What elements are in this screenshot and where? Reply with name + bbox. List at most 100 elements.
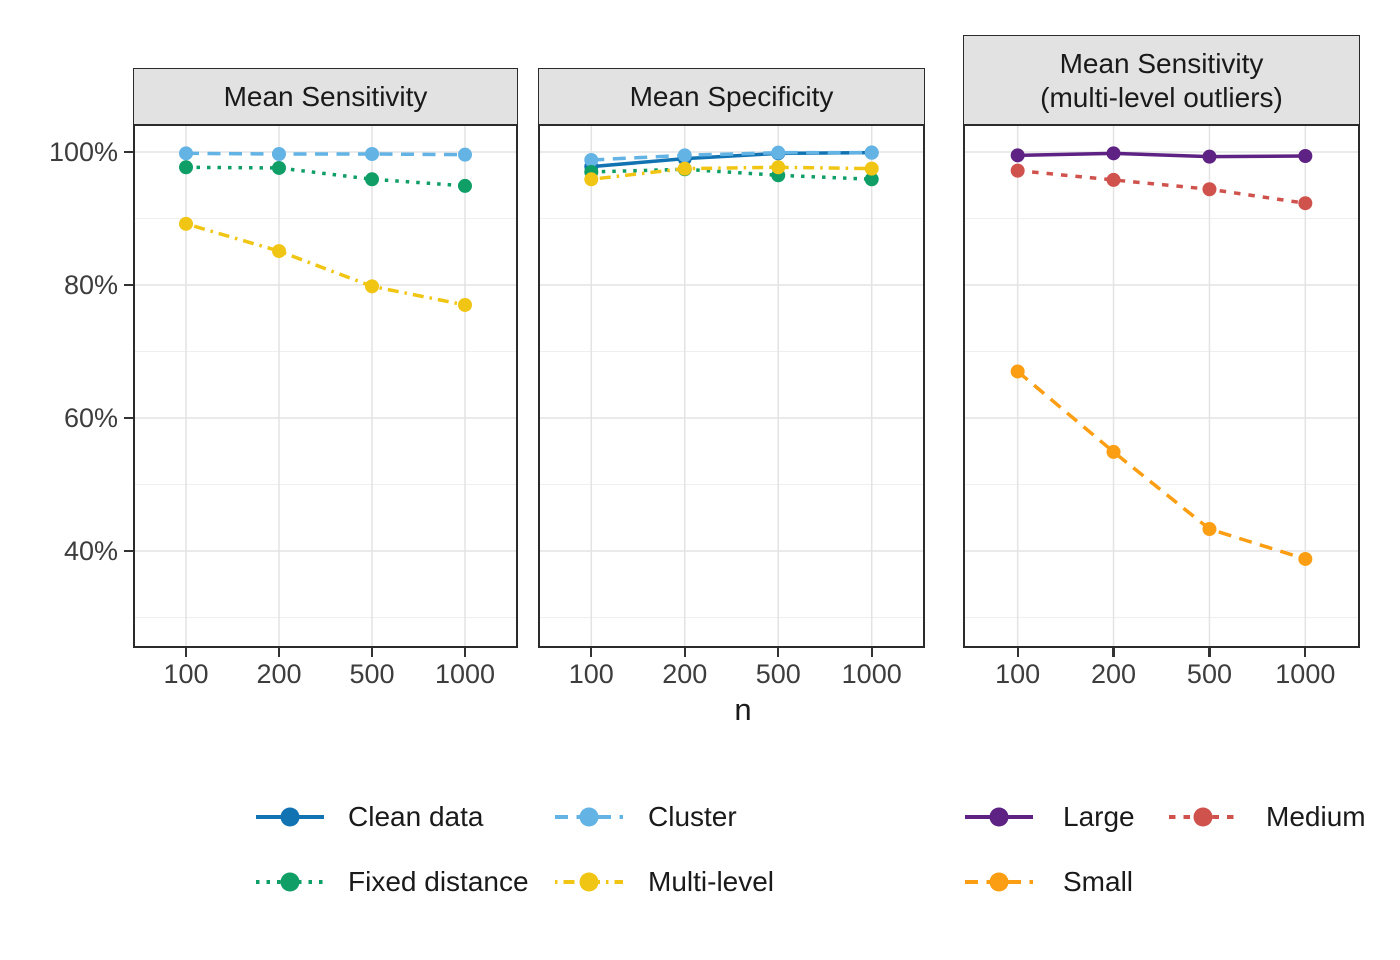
legend-label-small: Small xyxy=(1063,866,1134,897)
series-medium-point xyxy=(1298,196,1313,211)
series-small-point xyxy=(1106,444,1121,459)
x-tick-mark xyxy=(683,648,686,657)
series-large-point xyxy=(1010,148,1025,163)
facet-title-line: Mean Specificity xyxy=(629,81,834,113)
x-tick-mark xyxy=(777,648,780,657)
x-tick-label: 200 xyxy=(662,659,708,689)
series-multi_level-point xyxy=(584,172,599,187)
series-clean_data-line xyxy=(591,150,872,169)
series-cluster-point xyxy=(179,146,194,161)
series-multi_level-point xyxy=(271,244,286,259)
legend-key-point xyxy=(989,807,1009,827)
legend-key-fixed_distance xyxy=(256,872,324,892)
series-fixed_distance-point xyxy=(457,178,472,193)
legend-label-multi_level: Multi-level xyxy=(648,866,775,897)
series-fixed_distance-point xyxy=(864,172,879,187)
series-large-point xyxy=(1298,148,1313,163)
series-multi_level-point xyxy=(179,216,194,231)
x-tick-mark xyxy=(463,648,467,657)
legend-key-point xyxy=(1193,807,1213,827)
legend-label-fixed_distance: Fixed distance xyxy=(348,866,529,897)
series-cluster-point xyxy=(864,145,879,160)
x-tick-label: 500 xyxy=(349,659,395,689)
legend-key-medium xyxy=(1169,807,1237,827)
x-tick-mark xyxy=(1016,648,1019,657)
facet-title-line: (multi-level outliers) xyxy=(1040,81,1283,113)
series-cluster-line xyxy=(591,150,872,162)
y-tick-label: 80% xyxy=(63,270,118,300)
x-tick-mark xyxy=(184,648,188,657)
series-multi_level-point xyxy=(864,161,879,176)
legend-label-medium: Medium xyxy=(1266,801,1366,832)
series-multi_level-point xyxy=(457,297,472,312)
series-fixed_distance-line xyxy=(591,167,872,182)
x-tick-label: 100 xyxy=(568,659,614,689)
facet-strip: Mean Sensitivity xyxy=(133,68,518,126)
series-large-point xyxy=(1106,146,1121,161)
legend-key-large xyxy=(965,807,1033,827)
x-tick-label: 1000 xyxy=(434,659,496,689)
facet-strip: Mean Sensitivity (multi-level outliers) xyxy=(963,35,1360,126)
y-tick-label: 60% xyxy=(63,403,118,433)
facet-panel xyxy=(133,124,518,648)
x-tick-mark xyxy=(870,648,873,657)
panel-border xyxy=(963,124,1360,648)
x-tick-label: 100 xyxy=(163,659,209,689)
series-multi_level-point xyxy=(771,160,786,175)
legend-key-cluster xyxy=(555,807,623,827)
legend-label-cluster: Cluster xyxy=(648,801,737,832)
y-tick-label: 40% xyxy=(63,536,118,566)
legend-key-multi_level xyxy=(555,872,623,892)
x-tick-label: 200 xyxy=(256,659,302,689)
x-tick-label: 200 xyxy=(1091,659,1137,689)
legend-key-small xyxy=(965,872,1033,892)
facet-strip: Mean Specificity xyxy=(538,68,925,126)
y-tick-mark xyxy=(124,283,133,287)
legend-key-point xyxy=(579,872,599,892)
x-tick-label: 1000 xyxy=(841,659,902,689)
x-tick-mark xyxy=(1208,648,1211,657)
series-cluster-point xyxy=(457,147,472,162)
legend-key-point xyxy=(280,872,300,892)
series-cluster-point xyxy=(584,152,599,167)
series-cluster-point xyxy=(677,148,692,163)
series-multi_level-line xyxy=(591,165,872,182)
series-fixed_distance-line xyxy=(186,165,466,188)
series-small-point xyxy=(1202,522,1217,537)
panel-border xyxy=(538,124,925,648)
y-tick-mark xyxy=(124,150,133,154)
legend-key-clean_data xyxy=(256,807,324,827)
series-multi_level-line xyxy=(185,222,466,307)
facet-panel xyxy=(963,124,1360,648)
facet-title-line: Mean Sensitivity xyxy=(1059,48,1264,80)
x-tick-mark xyxy=(277,648,281,657)
x-tick-label: 500 xyxy=(755,659,801,689)
series-small-point xyxy=(1298,551,1313,566)
series-small-point xyxy=(1010,364,1025,379)
series-multi_level-point xyxy=(677,161,692,176)
x-tick-label: 1000 xyxy=(1275,659,1336,689)
series-cluster-point xyxy=(271,146,286,161)
series-cluster-point xyxy=(365,146,380,161)
x-axis-title: n xyxy=(734,692,752,727)
x-tick-label: 500 xyxy=(1186,659,1232,689)
x-tick-mark xyxy=(590,648,593,657)
legend-key-point xyxy=(579,807,599,827)
x-tick-mark xyxy=(370,648,374,657)
series-large-point xyxy=(1202,149,1217,164)
panel-border xyxy=(133,124,518,648)
legend-label-large: Large xyxy=(1063,801,1135,832)
y-tick-label: 100% xyxy=(48,137,118,167)
series-medium-line xyxy=(1017,168,1306,205)
series-multi_level-point xyxy=(365,279,380,294)
x-tick-mark xyxy=(1112,648,1115,657)
series-medium-point xyxy=(1202,182,1217,197)
series-cluster-line xyxy=(186,151,465,157)
series-medium-point xyxy=(1010,163,1025,178)
y-tick-mark xyxy=(124,549,133,553)
series-medium-point xyxy=(1106,172,1121,187)
series-fixed_distance-point xyxy=(271,160,286,175)
x-tick-mark xyxy=(1304,648,1307,657)
legend-key-point xyxy=(989,872,1009,892)
